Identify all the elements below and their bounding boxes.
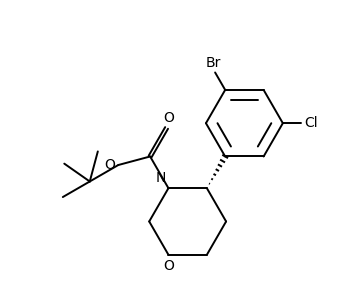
Text: Br: Br xyxy=(206,55,221,70)
Text: O: O xyxy=(163,111,174,125)
Text: Cl: Cl xyxy=(304,116,318,130)
Text: N: N xyxy=(155,171,166,185)
Text: O: O xyxy=(104,158,115,172)
Text: O: O xyxy=(163,259,174,273)
